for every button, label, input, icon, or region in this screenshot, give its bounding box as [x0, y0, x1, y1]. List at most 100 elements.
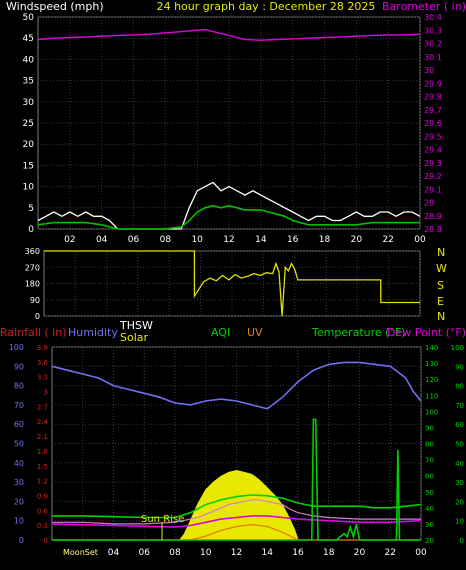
- barometer-tick: 30.2: [424, 40, 442, 49]
- wind-hour-tick: 08: [160, 235, 172, 245]
- barometer-tick: 29.1: [424, 185, 442, 194]
- rainfall-tick: 2.4: [37, 418, 49, 426]
- temperature-tick: 120: [425, 376, 438, 384]
- humidity-tick: 100: [9, 343, 24, 352]
- barometer-label: Barometer ( in): [382, 0, 466, 13]
- windspeed-tick: 15: [23, 161, 34, 171]
- windspeed-tick: 40: [23, 55, 35, 65]
- direction-tick: 0: [35, 312, 40, 321]
- temperature-tick: 130: [425, 360, 438, 368]
- wind-average-line: [37, 204, 420, 230]
- lower-panel: Rainfall ( in) Humidity THSW Solar AQI U…: [0, 319, 466, 558]
- barometer-tick: 30.1: [424, 53, 442, 62]
- windspeed-tick: 0: [28, 225, 34, 235]
- humidity-tick: 30: [14, 478, 24, 487]
- temperature-tick: 140: [425, 344, 438, 352]
- barometer-tick: 29.2: [424, 172, 442, 181]
- wind-direction-line: [44, 250, 420, 317]
- lower-hour-tick: 20: [354, 548, 366, 558]
- rainfall-tick: 1.8: [37, 448, 48, 456]
- humidity-tick: 40: [14, 459, 24, 468]
- compass-s: S: [437, 279, 444, 292]
- temperature-tick: 90: [425, 424, 434, 432]
- humidity-tick: 0: [19, 536, 24, 545]
- humidity-tick: 90: [14, 362, 24, 371]
- aqi-ticks: 0 10 20 30 40 50 60 70 80 90 100: [451, 344, 464, 545]
- wind-hour-tick: 10: [191, 235, 203, 245]
- thsw-label: THSW: [119, 319, 153, 332]
- rainfall-tick: 3.6: [37, 359, 49, 367]
- uv-line: [52, 523, 421, 541]
- temperature-tick: 80: [425, 441, 434, 449]
- dewpoint-line: [51, 515, 422, 528]
- barometer-tick: 29.5: [424, 132, 442, 141]
- compass-w: W: [436, 262, 447, 275]
- barometer-tick: 29: [424, 199, 434, 208]
- temperature-tick: 40: [425, 505, 434, 513]
- dewpoint-label: Dew Point (°F): [387, 326, 466, 339]
- temperature-tick: 110: [425, 392, 438, 400]
- moonset-annotation: MoonSet: [63, 548, 98, 557]
- humidity-tick: 50: [14, 440, 24, 449]
- rainfall-tick: 2.7: [37, 403, 48, 411]
- lower-hour-tick: 12: [231, 548, 242, 558]
- windspeed-tick: 20: [23, 140, 35, 150]
- solar-radiation-area: [52, 469, 421, 541]
- lower-hour-tick: 22: [385, 548, 396, 558]
- compass-n-bottom: N: [437, 310, 445, 323]
- rainfall-tick: 1.2: [37, 478, 48, 486]
- windspeed-tick: 5: [28, 204, 34, 214]
- aqi-tick: 60: [455, 421, 464, 429]
- humidity-tick: 10: [14, 517, 24, 526]
- rainfall-tick: 0.6: [37, 507, 49, 515]
- windspeed-tick: 45: [23, 34, 34, 44]
- aqi-tick: 80: [455, 383, 464, 391]
- lower-hour-tick: 14: [262, 548, 274, 558]
- rainfall-tick: 0.3: [37, 522, 48, 530]
- lower-hour-tick: 00: [415, 548, 427, 558]
- rainfall-label: Rainfall ( in): [0, 326, 67, 339]
- rainfall-tick: 0: [44, 537, 48, 545]
- barometer-tick: 29.8: [424, 93, 442, 102]
- wind-hour-tick: 16: [287, 235, 299, 245]
- windspeed-tick: 25: [23, 119, 34, 129]
- wind-hour-tick: 12: [223, 235, 234, 245]
- windspeed-tick: 30: [23, 98, 35, 108]
- barometer-tick: 30.3: [424, 26, 442, 35]
- barometer-tick: 29.6: [424, 119, 442, 128]
- humidity-tick: 70: [14, 401, 24, 410]
- aqi-tick: 0: [460, 537, 464, 545]
- humidity-tick: 80: [14, 382, 24, 391]
- lower-hour-tick: 08: [169, 548, 181, 558]
- temperature-ticks: 20 30 40 50 60 70 80 90 100 110 120 130 140: [425, 344, 438, 545]
- aqi-tick: 100: [451, 344, 464, 352]
- barometer-tick: 29.4: [424, 146, 442, 155]
- lower-hour-tick: 16: [292, 548, 304, 558]
- wind-grid: [38, 16, 421, 230]
- temperature-tick: 20: [425, 537, 434, 545]
- direction-tick: 360: [25, 247, 40, 256]
- temperature-label: Temperature (°F): [311, 326, 406, 339]
- thsw-line: [52, 499, 421, 525]
- windspeed-label: Windspeed (mph): [6, 0, 104, 13]
- rainfall-tick: 3.9: [37, 344, 48, 352]
- temperature-tick: 60: [425, 473, 434, 481]
- rainfall-tick: 0.9: [37, 492, 48, 500]
- barometer-ticks: 28.8 28.9 29 29.1 29.2 29.3 29.4 29.5 29.6 29.7 29…: [424, 13, 442, 234]
- lower-grid: [52, 346, 422, 541]
- direction-grid: [44, 250, 421, 317]
- lower-hour-ticks: 04 06 08 10 12 14 16 18 20 22 00: [108, 548, 427, 558]
- windspeed-tick: 35: [23, 77, 34, 87]
- aqi-tick: 10: [455, 518, 464, 526]
- windspeed-tick: 10: [23, 183, 35, 193]
- wind-hour-tick: 14: [255, 235, 267, 245]
- aqi-tick: 40: [455, 460, 464, 468]
- aqi-tick: 20: [455, 498, 464, 506]
- aqi-line: [52, 418, 421, 541]
- aqi-label: AQI: [211, 326, 230, 339]
- direction-tick: 90: [30, 296, 40, 305]
- temperature-tick: 50: [425, 489, 434, 497]
- wind-gust-line: [37, 181, 421, 230]
